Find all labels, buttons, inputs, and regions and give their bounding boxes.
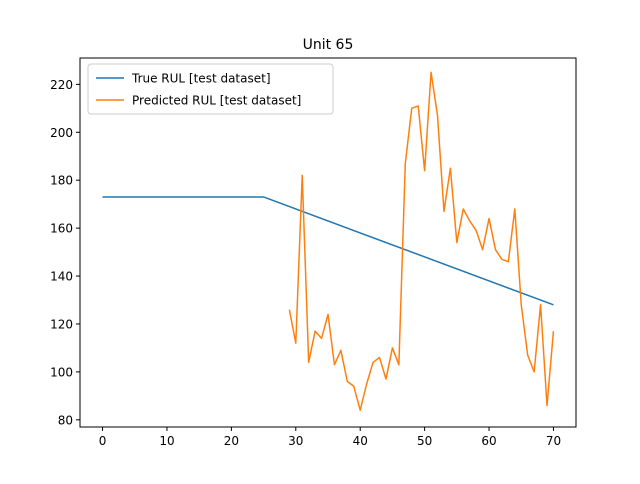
legend-label: True RUL [test dataset] <box>131 72 271 86</box>
legend-box <box>87 63 334 115</box>
x-tick-label: 10 <box>159 434 174 448</box>
x-tick-label: 30 <box>288 434 303 448</box>
chart-title: Unit 65 <box>303 37 354 53</box>
legend: True RUL [test dataset] Predicted RUL [te… <box>87 63 334 115</box>
y-tick-label: 120 <box>50 317 73 331</box>
x-tick-label: 20 <box>224 434 239 448</box>
y-tick-label: 200 <box>50 126 73 140</box>
y-tick-label: 140 <box>50 270 73 284</box>
y-tick-label: 80 <box>58 413 73 427</box>
series-line-1 <box>102 196 554 306</box>
x-tick-label: 0 <box>99 434 107 448</box>
legend-label: Predicted RUL [test dataset] <box>132 94 301 108</box>
y-tick-label: 160 <box>50 222 73 236</box>
y-tick-label: 100 <box>50 365 73 379</box>
x-tick-label: 40 <box>353 434 368 448</box>
plot-frame <box>79 57 577 428</box>
x-tick-label: 50 <box>417 434 432 448</box>
x-axis: 0 10 20 30 40 50 60 70 <box>99 427 561 448</box>
x-tick-label: 70 <box>546 434 561 448</box>
y-tick-label: 220 <box>50 78 73 92</box>
x-tick-label: 60 <box>481 434 496 448</box>
y-axis: 80 100 120 140 160 180 200 220 <box>50 78 80 427</box>
series-line-2 <box>288 71 555 411</box>
y-tick-label: 180 <box>50 174 73 188</box>
series-layer <box>102 71 555 411</box>
